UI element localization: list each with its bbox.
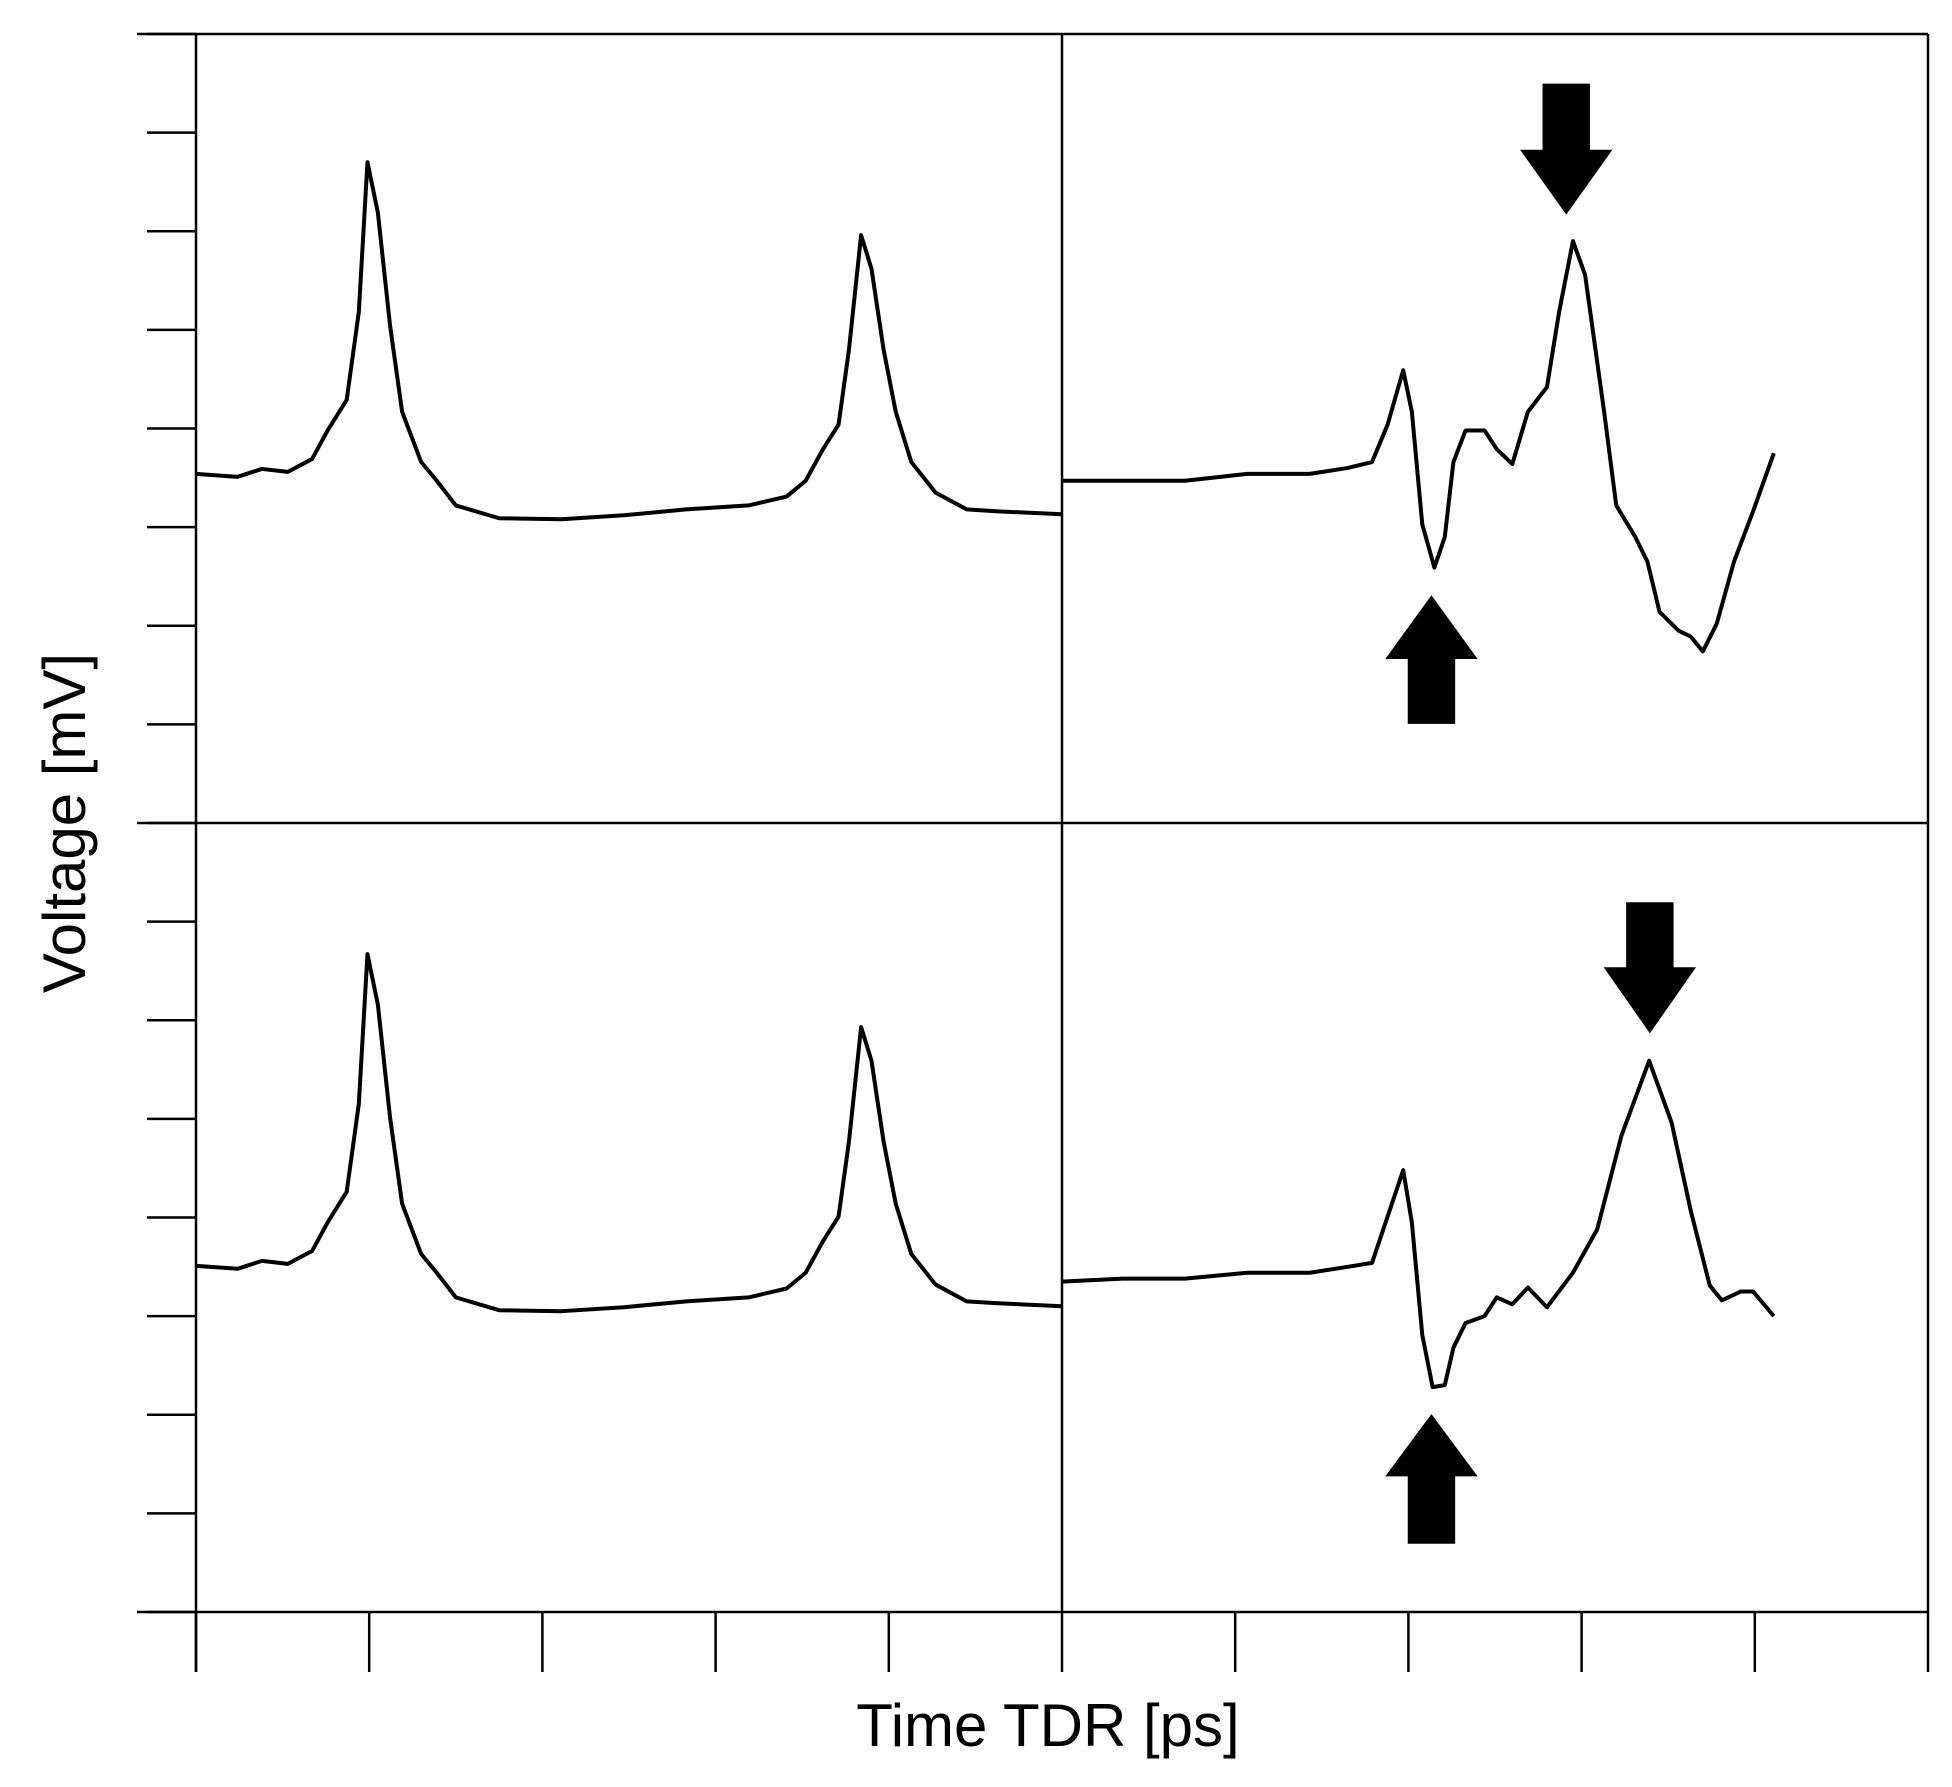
arrow-up	[1385, 595, 1478, 724]
data-line	[195, 952, 1063, 1314]
x-axis-label: Time TDR [ps]	[856, 1692, 1239, 1759]
arrow-down	[1520, 83, 1613, 215]
data-line	[1061, 1058, 1776, 1390]
arrows	[1385, 83, 1697, 1544]
arrow-up	[1385, 1413, 1478, 1544]
arrow-down	[1603, 902, 1697, 1034]
data-line	[195, 160, 1063, 522]
y-axis-label: Voltage [mV]	[31, 653, 98, 993]
data-line	[1062, 239, 1776, 654]
